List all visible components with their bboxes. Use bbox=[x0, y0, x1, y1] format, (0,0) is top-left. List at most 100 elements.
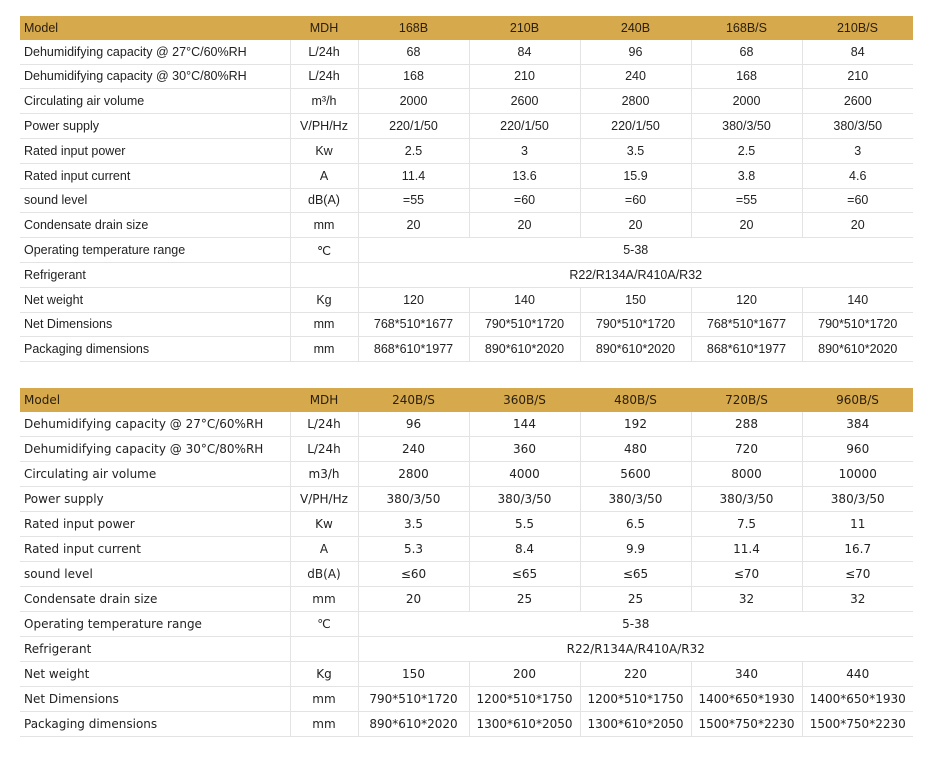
value-cell: 8000 bbox=[691, 461, 803, 487]
merged-value: 5-38 bbox=[358, 611, 913, 637]
value-cell: 5600 bbox=[580, 461, 692, 487]
row-label: Dehumidifying capacity @ 30°C/80%RH bbox=[20, 436, 291, 462]
row-unit: A bbox=[290, 536, 359, 562]
value-cell: =60 bbox=[469, 188, 581, 214]
table-row: Dehumidifying capacity @ 30°C/80%RH L/24h… bbox=[20, 64, 913, 90]
value-cell: =60 bbox=[580, 188, 692, 214]
value-cell: 240 bbox=[580, 64, 692, 90]
value-cell: 168 bbox=[691, 64, 803, 90]
table-row: Net weight Kg 120 140 150 120 140 bbox=[20, 287, 913, 313]
value-cell: ≤65 bbox=[469, 561, 581, 587]
value-cell: 768*510*1677 bbox=[358, 312, 470, 338]
table-row: Power supply V/PH/Hz 380/3/50 380/3/50 380/3… bbox=[20, 486, 913, 512]
header-cell: Model bbox=[20, 388, 290, 412]
merged-value: 5-38 bbox=[358, 237, 913, 263]
value-cell: 20 bbox=[691, 212, 803, 239]
row-unit: mm bbox=[290, 711, 359, 737]
value-cell: 84 bbox=[802, 39, 913, 65]
header-cell: 210B/S bbox=[802, 16, 913, 40]
value-cell: 720 bbox=[691, 436, 803, 462]
merged-value: R22/R134A/R410A/R32 bbox=[358, 636, 913, 662]
header-cell: 240B bbox=[580, 16, 691, 40]
value-cell: 210 bbox=[469, 64, 581, 90]
value-cell: 2800 bbox=[358, 461, 470, 487]
row-label: sound level bbox=[20, 561, 291, 587]
row-label: Rated input current bbox=[20, 163, 291, 189]
value-cell: 120 bbox=[691, 287, 803, 313]
value-cell: 2000 bbox=[358, 88, 470, 115]
header-cell: 168B bbox=[358, 16, 469, 40]
value-cell: 140 bbox=[469, 287, 581, 313]
table-row: Dehumidifying capacity @ 27°C/60%RH L/24h… bbox=[20, 39, 913, 65]
value-cell: 96 bbox=[358, 412, 470, 437]
value-cell: 144 bbox=[469, 412, 581, 437]
value-cell: 960 bbox=[802, 436, 913, 462]
row-label: Circulating air volume bbox=[20, 461, 291, 487]
value-cell: 360 bbox=[469, 436, 581, 462]
value-cell: 11 bbox=[802, 511, 913, 537]
header-row: Model MDH 168B 210B 240B 168B/S 210B/S bbox=[20, 16, 913, 40]
row-unit: L/24h bbox=[290, 412, 359, 437]
value-cell: 120 bbox=[358, 287, 470, 313]
row-label: Operating temperature range bbox=[20, 611, 291, 637]
table-row: Circulating air volume m3/h 2800 4000 5600 80… bbox=[20, 461, 913, 487]
value-cell: 1500*750*2230 bbox=[802, 711, 913, 737]
row-label: Circulating air volume bbox=[20, 88, 291, 115]
row-label: Net weight bbox=[20, 287, 291, 313]
value-cell: 25 bbox=[469, 586, 581, 612]
value-cell: 32 bbox=[691, 586, 803, 612]
value-cell: 1300*610*2050 bbox=[580, 711, 692, 737]
row-label: Rated input current bbox=[20, 536, 291, 562]
row-label: Rated input power bbox=[20, 511, 291, 537]
value-cell: 790*510*1720 bbox=[580, 312, 692, 338]
value-cell: 790*510*1720 bbox=[358, 686, 470, 712]
table-row: Circulating air volume m³/h 2000 2600 2800 20… bbox=[20, 88, 913, 115]
value-cell: 768*510*1677 bbox=[691, 312, 803, 338]
row-unit: mm bbox=[290, 336, 359, 363]
value-cell: 1200*510*1750 bbox=[580, 686, 692, 712]
row-unit bbox=[290, 262, 359, 288]
table-row: Operating temperature range ℃ 5-38 bbox=[20, 237, 913, 263]
merged-value: R22/R134A/R410A/R32 bbox=[358, 262, 913, 288]
row-unit: L/24h bbox=[290, 64, 359, 90]
row-label: Refrigerant bbox=[20, 636, 291, 662]
table-row: Condensate drain size mm 20 25 25 32 32 bbox=[20, 586, 913, 612]
table-row: Net Dimensions mm 768*510*1677 790*510*1720… bbox=[20, 312, 913, 338]
value-cell: 2.5 bbox=[691, 138, 803, 164]
value-cell: 380/3/50 bbox=[802, 113, 913, 139]
value-cell: =55 bbox=[691, 188, 803, 214]
row-label: Packaging dimensions bbox=[20, 336, 291, 363]
value-cell: 7.5 bbox=[691, 511, 803, 537]
row-label: Dehumidifying capacity @ 30°C/80%RH bbox=[20, 64, 291, 90]
header-cell: Model bbox=[20, 16, 290, 40]
row-label: Net Dimensions bbox=[20, 686, 291, 712]
value-cell: 11.4 bbox=[691, 536, 803, 562]
row-unit: L/24h bbox=[290, 436, 359, 462]
value-cell: 8.4 bbox=[469, 536, 581, 562]
table-row: Refrigerant R22/R134A/R410A/R32 bbox=[20, 262, 913, 288]
value-cell: 220/1/50 bbox=[580, 113, 692, 139]
row-label: Refrigerant bbox=[20, 262, 291, 288]
table-row: Rated input power Kw 3.5 5.5 6.5 7.5 11 bbox=[20, 511, 913, 537]
value-cell: 32 bbox=[802, 586, 913, 612]
value-cell: 96 bbox=[580, 39, 692, 65]
value-cell: 210 bbox=[802, 64, 913, 90]
value-cell: 150 bbox=[358, 661, 470, 687]
value-cell: 380/3/50 bbox=[802, 486, 913, 512]
value-cell: 4.6 bbox=[802, 163, 913, 189]
table-row: Net Dimensions mm 790*510*1720 1200*510*175… bbox=[20, 686, 913, 712]
row-unit bbox=[290, 636, 359, 662]
value-cell: 1400*650*1930 bbox=[802, 686, 913, 712]
value-cell: 380/3/50 bbox=[469, 486, 581, 512]
header-cell: 240B/S bbox=[358, 388, 469, 412]
table-row: Refrigerant R22/R134A/R410A/R32 bbox=[20, 636, 913, 662]
table-row: Condensate drain size mm 20 20 20 20 20 bbox=[20, 212, 913, 239]
table-row: Packaging dimensions mm 868*610*1977 890*61… bbox=[20, 336, 913, 363]
value-cell: 20 bbox=[358, 212, 470, 239]
value-cell: 2.5 bbox=[358, 138, 470, 164]
value-cell: 3.5 bbox=[358, 511, 470, 537]
row-unit: mm bbox=[290, 312, 359, 338]
value-cell: 140 bbox=[802, 287, 913, 313]
table-row: Operating temperature range ℃ 5-38 bbox=[20, 611, 913, 637]
header-cell: 480B/S bbox=[580, 388, 691, 412]
